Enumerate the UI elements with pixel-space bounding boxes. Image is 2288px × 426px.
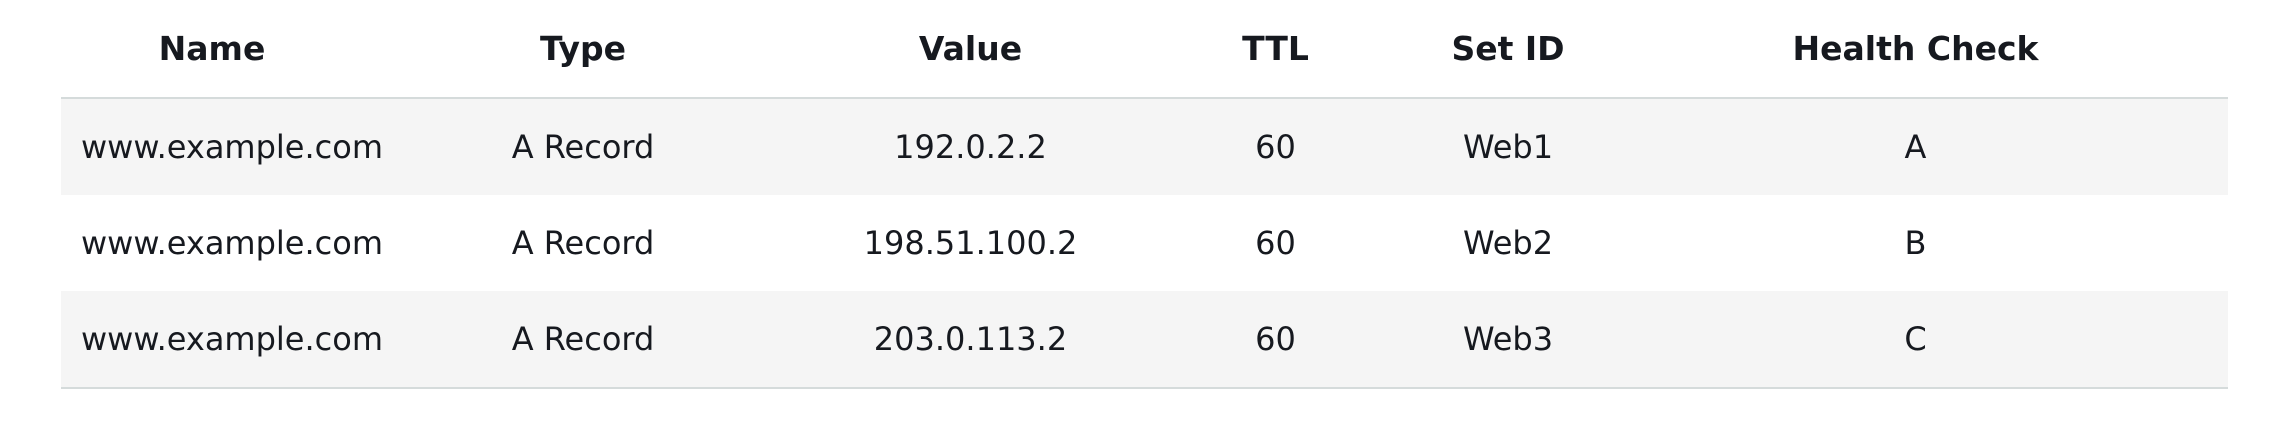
cell-health-check: B bbox=[1904, 224, 1927, 262]
column-header-ttl: TTL bbox=[1138, 0, 1413, 99]
cell-value: 192.0.2.2 bbox=[894, 128, 1047, 166]
column-header-name: Name bbox=[61, 0, 363, 99]
column-header-set-id: Set ID bbox=[1413, 0, 1603, 99]
cell-type: A Record bbox=[511, 224, 655, 262]
records-table: Name Type Value TTL Set ID Health Check … bbox=[61, 0, 2228, 389]
cell-value: 203.0.113.2 bbox=[803, 291, 1138, 389]
column-header-type: Type bbox=[363, 0, 803, 99]
column-header-health-check: Health Check bbox=[1603, 0, 2228, 99]
cell-value: 198.51.100.2 bbox=[863, 224, 1078, 262]
cell-ttl: 60 bbox=[1255, 128, 1296, 166]
cell-health-check: A bbox=[1904, 128, 1927, 166]
cell-health-check: C bbox=[1603, 291, 2228, 389]
cell-set-id: Web3 bbox=[1413, 291, 1603, 389]
cell-ttl: 60 bbox=[1255, 224, 1296, 262]
cell-set-id: Web1 bbox=[1462, 128, 1554, 166]
table-header-row: Name Type Value TTL Set ID Health Check bbox=[61, 0, 2228, 99]
table-row: www.example.com A Record 203.0.113.2 60 … bbox=[61, 291, 2228, 389]
cell-name: www.example.com bbox=[81, 224, 383, 262]
column-header-value: Value bbox=[803, 0, 1138, 99]
cell-name: www.example.com bbox=[81, 128, 383, 166]
cell-type: A Record bbox=[363, 291, 803, 389]
cell-type: A Record bbox=[511, 128, 655, 166]
cell-set-id: Web2 bbox=[1462, 224, 1554, 262]
table-row: www.example.com A Record 192.0.2.2 60 We… bbox=[61, 98, 2228, 195]
table-row: www.example.com A Record 198.51.100.2 60… bbox=[61, 195, 2228, 291]
cell-ttl: 60 bbox=[1138, 291, 1413, 389]
records-table-container: Name Type Value TTL Set ID Health Check … bbox=[61, 0, 2228, 389]
cell-name: www.example.com bbox=[61, 291, 383, 389]
